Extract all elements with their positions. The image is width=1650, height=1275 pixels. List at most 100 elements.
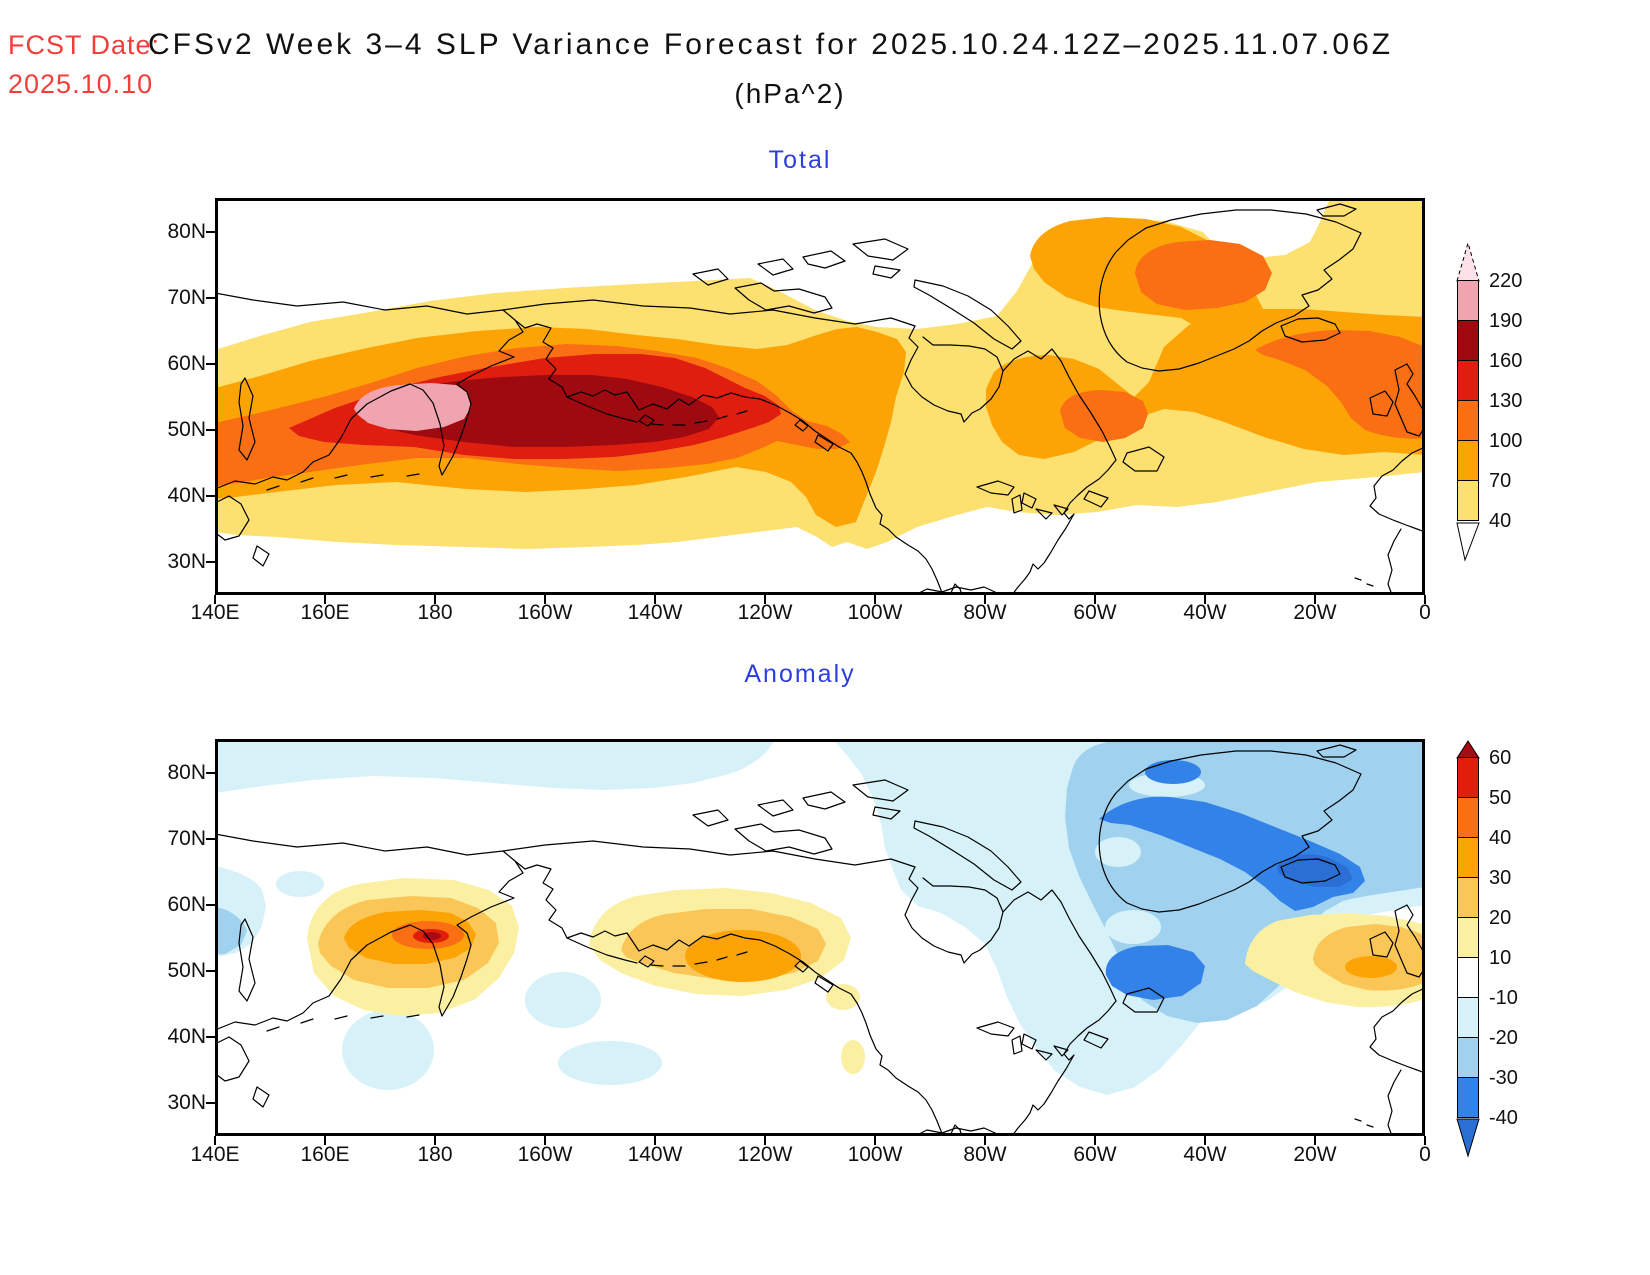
lon-label: 140E [190,1143,240,1166]
lon-label: 140E [190,601,240,624]
anom-pos30-uk [1345,956,1397,978]
colorbar-segment [1458,400,1478,440]
total-lat-axis: 80N 70N 60N 50N 40N 30N [148,198,206,595]
panel-title-total: Total [768,146,832,174]
colorbar-segment [1458,757,1478,797]
colorbar-label: 70 [1489,470,1512,492]
lon-label: 80W [963,601,1007,624]
total-colorbar-cap-bottom [1456,522,1480,562]
total-colorbar-cap-top [1456,241,1480,282]
panel-title-anomaly: Anomaly [744,660,856,688]
colorbar-segment [1458,280,1478,320]
anomaly-lat-axis: 80N 70N 60N 50N 40N 30N [148,739,206,1136]
colorbar-label: -30 [1489,1067,1518,1089]
lat-label: 80N [167,220,206,243]
total-lon-axis: 140E 160E 180 160W 140W 120W 100W 80W 60W 40W 20W 0 [190,601,1430,627]
anom-pos10-spot-a [826,984,860,1010]
colorbar-label: 220 [1489,270,1523,292]
anom-neg10-spot2 [342,1010,434,1090]
colorbar-label: 40 [1489,827,1512,849]
colorbar-label: 10 [1489,947,1512,969]
lat-label: 60N [167,893,206,916]
colorbar-label: 30 [1489,867,1512,889]
lon-label: 40W [1183,601,1227,624]
total-level-100-greenland [1135,240,1272,310]
total-map-border [215,198,1425,595]
colorbar-segment [1458,1037,1478,1077]
lat-label: 70N [167,286,206,309]
anomaly-colorbar-cap-bottom [1456,1118,1480,1158]
anom-greenland-hole3 [1105,910,1161,944]
anom-greenland-hole2 [1095,837,1141,867]
total-colorbar-bar [1457,280,1479,521]
lon-label: 60W [1073,601,1117,624]
colorbar-label: 130 [1489,390,1523,412]
anom-neg10-spot1 [276,871,324,897]
lon-label: 180 [417,601,453,624]
total-level-100-atlantic [1255,330,1425,439]
colorbar-label: -40 [1489,1107,1518,1129]
colorbar-label: 190 [1489,310,1523,332]
lon-label: 100W [847,601,903,624]
anom-pos60-nw-pacific [423,932,441,940]
total-contour-fills [215,198,1425,595]
lat-label: 30N [167,1091,206,1114]
colorbar-label: -20 [1489,1027,1518,1049]
anomaly-contour-fills [215,739,1425,1136]
lat-label: 40N [167,1025,206,1048]
lon-label: 0 [1419,1143,1431,1166]
total-level-100-quebec [1060,390,1148,442]
total-map [206,198,1426,604]
figure-units: (hPa^2) [734,78,846,109]
figure-title: CFSv2 Week 3–4 SLP Variance Forecast for… [148,28,1394,61]
anomaly-colorbar: -40 -30 -20 -10 10 20 30 40 50 60 [1457,747,1518,1129]
lat-label: 30N [167,550,206,573]
lon-label: 140W [627,601,683,624]
anomaly-axis-ticks [206,772,1426,1145]
anom-neg30-south-greenland [1105,945,1205,1000]
anomaly-colorbar-bar [1457,757,1479,1118]
anomaly-map [206,739,1426,1145]
lon-label: 120W [737,1143,793,1166]
colorbar-segment [1458,997,1478,1037]
anom-pos30-gulf-alaska [685,930,801,982]
colorbar-label: 40 [1489,510,1512,532]
anom-neg40-iceland-core [1277,854,1353,887]
anom-neg30-arctic-spot [1145,760,1201,784]
lon-label: 20W [1293,1143,1337,1166]
anom-neg10-top-west [215,739,775,793]
anom-pos10-spot-b [841,1040,865,1074]
colorbar-segment [1458,797,1478,837]
anom-neg10-spot3 [525,972,601,1028]
colorbar-label: 160 [1489,350,1523,372]
colorbar-label: 60 [1489,747,1512,769]
lon-label: 120W [737,601,793,624]
fcst-date-label: FCST Date: [8,30,161,60]
colorbar-segment [1458,917,1478,957]
lat-label: 70N [167,827,206,850]
anomaly-lon-axis: 140E 160E 180 160W 140W 120W 100W 80W 60W 40W 20W 0 [190,1143,1430,1169]
lon-label: 0 [1419,601,1431,624]
lon-label: 80W [963,1143,1007,1166]
colorbar-segment [1458,320,1478,360]
colorbar-segment [1458,1077,1478,1117]
anomaly-map-border [215,739,1425,1136]
colorbar-label: -10 [1489,987,1518,1009]
lon-label: 160E [300,601,350,624]
total-colorbar: 40 70 100 130 160 190 220 [1457,270,1522,532]
lon-label: 60W [1073,1143,1117,1166]
anom-neg10-spot4 [558,1041,662,1085]
lon-label: 140W [627,1143,683,1166]
lon-label: 160E [300,1143,350,1166]
fcst-date-value: 2025.10.10 [8,69,154,99]
lat-label: 80N [167,761,206,784]
lon-label: 20W [1293,601,1337,624]
colorbar-label: 100 [1489,430,1523,452]
colorbar-label: 20 [1489,907,1512,929]
colorbar-segment [1458,480,1478,520]
colorbar-segment [1458,957,1478,997]
lat-label: 50N [167,418,206,441]
lon-label: 40W [1183,1143,1227,1166]
colorbar-label: 50 [1489,787,1512,809]
